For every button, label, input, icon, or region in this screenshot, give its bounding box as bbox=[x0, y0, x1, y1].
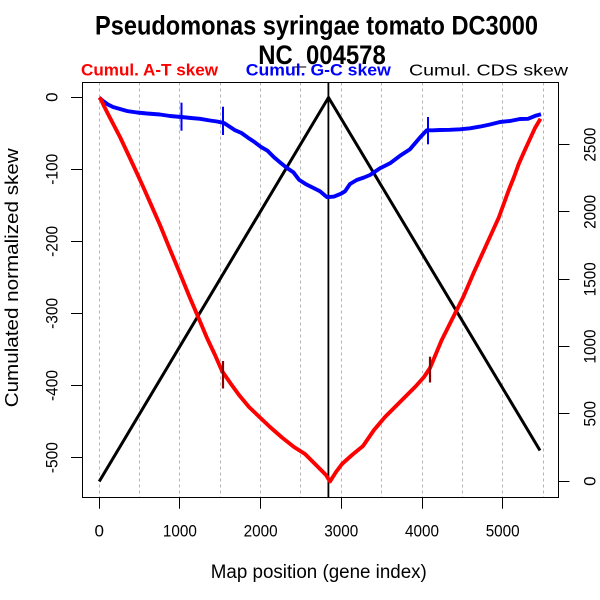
svg-text:5000: 5000 bbox=[486, 522, 520, 541]
svg-text:2000: 2000 bbox=[580, 195, 599, 229]
svg-text:1500: 1500 bbox=[580, 262, 599, 296]
svg-text:Pseudomonas syringae tomato DC: Pseudomonas syringae tomato DC3000 bbox=[95, 11, 538, 41]
svg-text:500: 500 bbox=[580, 401, 599, 427]
svg-text:-100: -100 bbox=[43, 154, 62, 185]
svg-text:2500: 2500 bbox=[580, 128, 599, 162]
svg-text:-300: -300 bbox=[43, 298, 62, 329]
svg-text:1000: 1000 bbox=[580, 330, 599, 364]
svg-text:3000: 3000 bbox=[324, 522, 358, 541]
svg-text:0: 0 bbox=[94, 522, 103, 541]
svg-text:-500: -500 bbox=[43, 442, 62, 473]
svg-text:0: 0 bbox=[580, 476, 599, 485]
svg-text:1000: 1000 bbox=[163, 522, 197, 541]
svg-text:4000: 4000 bbox=[405, 522, 439, 541]
svg-text:-400: -400 bbox=[43, 370, 62, 401]
svg-text:2000: 2000 bbox=[244, 522, 278, 541]
svg-text:0: 0 bbox=[43, 92, 62, 101]
svg-text:Cumul. G-C skew: Cumul. G-C skew bbox=[246, 61, 392, 80]
svg-text:Cumul. CDS skew: Cumul. CDS skew bbox=[409, 63, 569, 80]
svg-text:Map position (gene index): Map position (gene index) bbox=[211, 562, 427, 583]
svg-text:NC_004578: NC_004578 bbox=[258, 40, 386, 70]
svg-text:Cumul. A-T skew: Cumul. A-T skew bbox=[81, 61, 219, 80]
svg-text:Cumulated normalized skew: Cumulated normalized skew bbox=[1, 148, 22, 408]
svg-text:-200: -200 bbox=[43, 226, 62, 257]
